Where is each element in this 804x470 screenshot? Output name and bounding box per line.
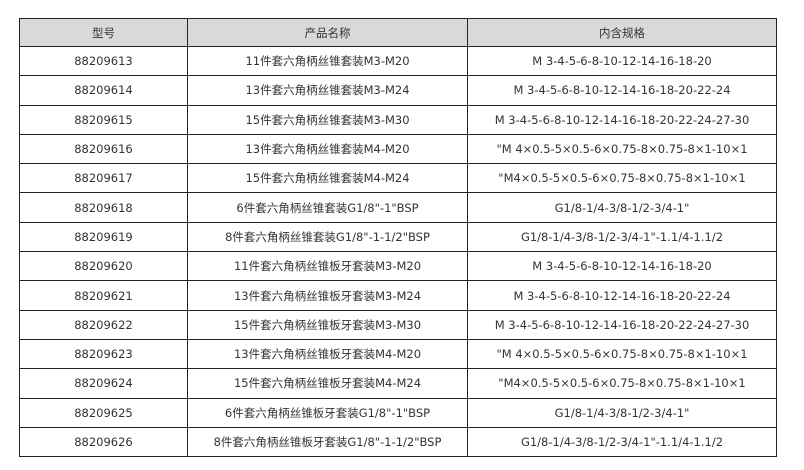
model-cell: 88209613 bbox=[19, 45, 188, 77]
table-row: 88209624 15件套六角柄丝锥板牙套装M4-M24 "M4×0.5-5×0.5… bbox=[19, 368, 777, 399]
specs-cell: M 3-4-5-6-8-10-12-14-16-18-20-22-24 bbox=[467, 75, 777, 106]
model-cell: 88209619 bbox=[19, 221, 188, 253]
product-name-cell: 15件套六角柄丝锥板牙套装M3-M30 bbox=[187, 309, 468, 340]
product-name-cell: 13件套六角柄丝锥套装M4-M20 bbox=[187, 133, 468, 165]
table-row: 88209622 15件套六角柄丝锥板牙套装M3-M30 M 3-4-5-6-8-1… bbox=[19, 309, 777, 340]
table-row: 88209615 15件套六角柄丝锥套装M3-M30 M 3-4-5-6-8-10-… bbox=[19, 104, 777, 135]
table-row: 88209620 11件套六角柄丝锥板牙套装M3-M20 M 3-4-5-6-8-1… bbox=[19, 251, 777, 282]
specs-cell: "M4×0.5-5×0.5-6×0.75-8×0.75-8×1-10×1 bbox=[467, 368, 777, 399]
product-name-cell: 11件套六角柄丝锥板牙套装M3-M20 bbox=[187, 251, 468, 282]
table-row: 88209621 13件套六角柄丝锥板牙套装M3-M24 M 3-4-5-6-8-1… bbox=[19, 280, 777, 311]
model-cell: 88209614 bbox=[19, 75, 188, 106]
model-cell: 88209625 bbox=[19, 397, 188, 428]
specs-cell: M 3-4-5-6-8-10-12-14-16-18-20 bbox=[467, 45, 777, 77]
specs-cell: G1/8-1/4-3/8-1/2-3/4-1" bbox=[467, 192, 777, 223]
product-name-cell: 8件套六角柄丝锥板牙套装G1/8"-1-1/2"BSP bbox=[187, 426, 468, 458]
specs-cell: M 3-4-5-6-8-10-12-14-16-18-20-22-24-27-3… bbox=[467, 104, 777, 135]
product-spec-table: 型号 产品名称 内含规格 88209613 11件套六角柄丝锥套装M3-M20 M … bbox=[19, 18, 777, 458]
table-row: 88209616 13件套六角柄丝锥套装M4-M20 "M 4×0.5-5×0.5-… bbox=[19, 133, 777, 165]
specs-cell: "M4×0.5-5×0.5-6×0.75-8×0.75-8×1-10×1 bbox=[467, 163, 777, 194]
specs-cell: "M 4×0.5-5×0.5-6×0.75-8×0.75-8×1-10×1 bbox=[467, 338, 777, 370]
product-name-cell: 15件套六角柄丝锥套装M3-M30 bbox=[187, 104, 468, 135]
model-cell: 88209621 bbox=[19, 280, 188, 311]
table-row: 88209618 6件套六角柄丝锥套装G1/8"-1"BSP G1/8-1/4-3/… bbox=[19, 192, 777, 223]
product-name-cell: 11件套六角柄丝锥套装M3-M20 bbox=[187, 45, 468, 77]
header-model: 型号 bbox=[19, 18, 188, 47]
product-name-cell: 6件套六角柄丝锥板牙套装G1/8"-1"BSP bbox=[187, 397, 468, 428]
table-row: 88209617 15件套六角柄丝锥套装M4-M24 "M4×0.5-5×0.5-6… bbox=[19, 163, 777, 194]
product-name-cell: 13件套六角柄丝锥套装M3-M24 bbox=[187, 75, 468, 106]
header-product-name: 产品名称 bbox=[187, 18, 468, 47]
model-cell: 88209623 bbox=[19, 338, 188, 370]
model-cell: 88209622 bbox=[19, 309, 188, 340]
table-row: 88209623 13件套六角柄丝锥板牙套装M4-M20 "M 4×0.5-5×0.… bbox=[19, 338, 777, 370]
model-cell: 88209624 bbox=[19, 368, 188, 399]
model-cell: 88209620 bbox=[19, 251, 188, 282]
header-row: 型号 产品名称 内含规格 bbox=[19, 18, 777, 47]
product-name-cell: 15件套六角柄丝锥板牙套装M4-M24 bbox=[187, 368, 468, 399]
specs-cell: M 3-4-5-6-8-10-12-14-16-18-20-22-24 bbox=[467, 280, 777, 311]
product-name-cell: 13件套六角柄丝锥板牙套装M4-M20 bbox=[187, 338, 468, 370]
model-cell: 88209618 bbox=[19, 192, 188, 223]
table-row: 88209625 6件套六角柄丝锥板牙套装G1/8"-1"BSP G1/8-1/4-… bbox=[19, 397, 777, 428]
product-name-cell: 8件套六角柄丝锥套装G1/8"-1-1/2"BSP bbox=[187, 221, 468, 253]
model-cell: 88209615 bbox=[19, 104, 188, 135]
product-name-cell: 13件套六角柄丝锥板牙套装M3-M24 bbox=[187, 280, 468, 311]
table-row: 88209619 8件套六角柄丝锥套装G1/8"-1-1/2"BSP G1/8-1/… bbox=[19, 221, 777, 253]
table-row: 88209614 13件套六角柄丝锥套装M3-M24 M 3-4-5-6-8-10-… bbox=[19, 75, 777, 106]
model-cell: 88209626 bbox=[19, 426, 188, 458]
model-cell: 88209617 bbox=[19, 163, 188, 194]
specs-cell: G1/8-1/4-3/8-1/2-3/4-1"-1.1/4-1.1/2 bbox=[467, 221, 777, 253]
specs-cell: M 3-4-5-6-8-10-12-14-16-18-20 bbox=[467, 251, 777, 282]
specs-cell: M 3-4-5-6-8-10-12-14-16-18-20-22-24-27-3… bbox=[467, 309, 777, 340]
header-specs: 内含规格 bbox=[467, 18, 777, 47]
specs-cell: "M 4×0.5-5×0.5-6×0.75-8×0.75-8×1-10×1 bbox=[467, 133, 777, 165]
specs-cell: G1/8-1/4-3/8-1/2-3/4-1"-1.1/4-1.1/2 bbox=[467, 426, 777, 458]
specs-cell: G1/8-1/4-3/8-1/2-3/4-1" bbox=[467, 397, 777, 428]
table-row: 88209613 11件套六角柄丝锥套装M3-M20 M 3-4-5-6-8-10-… bbox=[19, 45, 777, 77]
product-name-cell: 15件套六角柄丝锥套装M4-M24 bbox=[187, 163, 468, 194]
model-cell: 88209616 bbox=[19, 133, 188, 165]
table-row: 88209626 8件套六角柄丝锥板牙套装G1/8"-1-1/2"BSP G1/8-… bbox=[19, 426, 777, 458]
product-name-cell: 6件套六角柄丝锥套装G1/8"-1"BSP bbox=[187, 192, 468, 223]
